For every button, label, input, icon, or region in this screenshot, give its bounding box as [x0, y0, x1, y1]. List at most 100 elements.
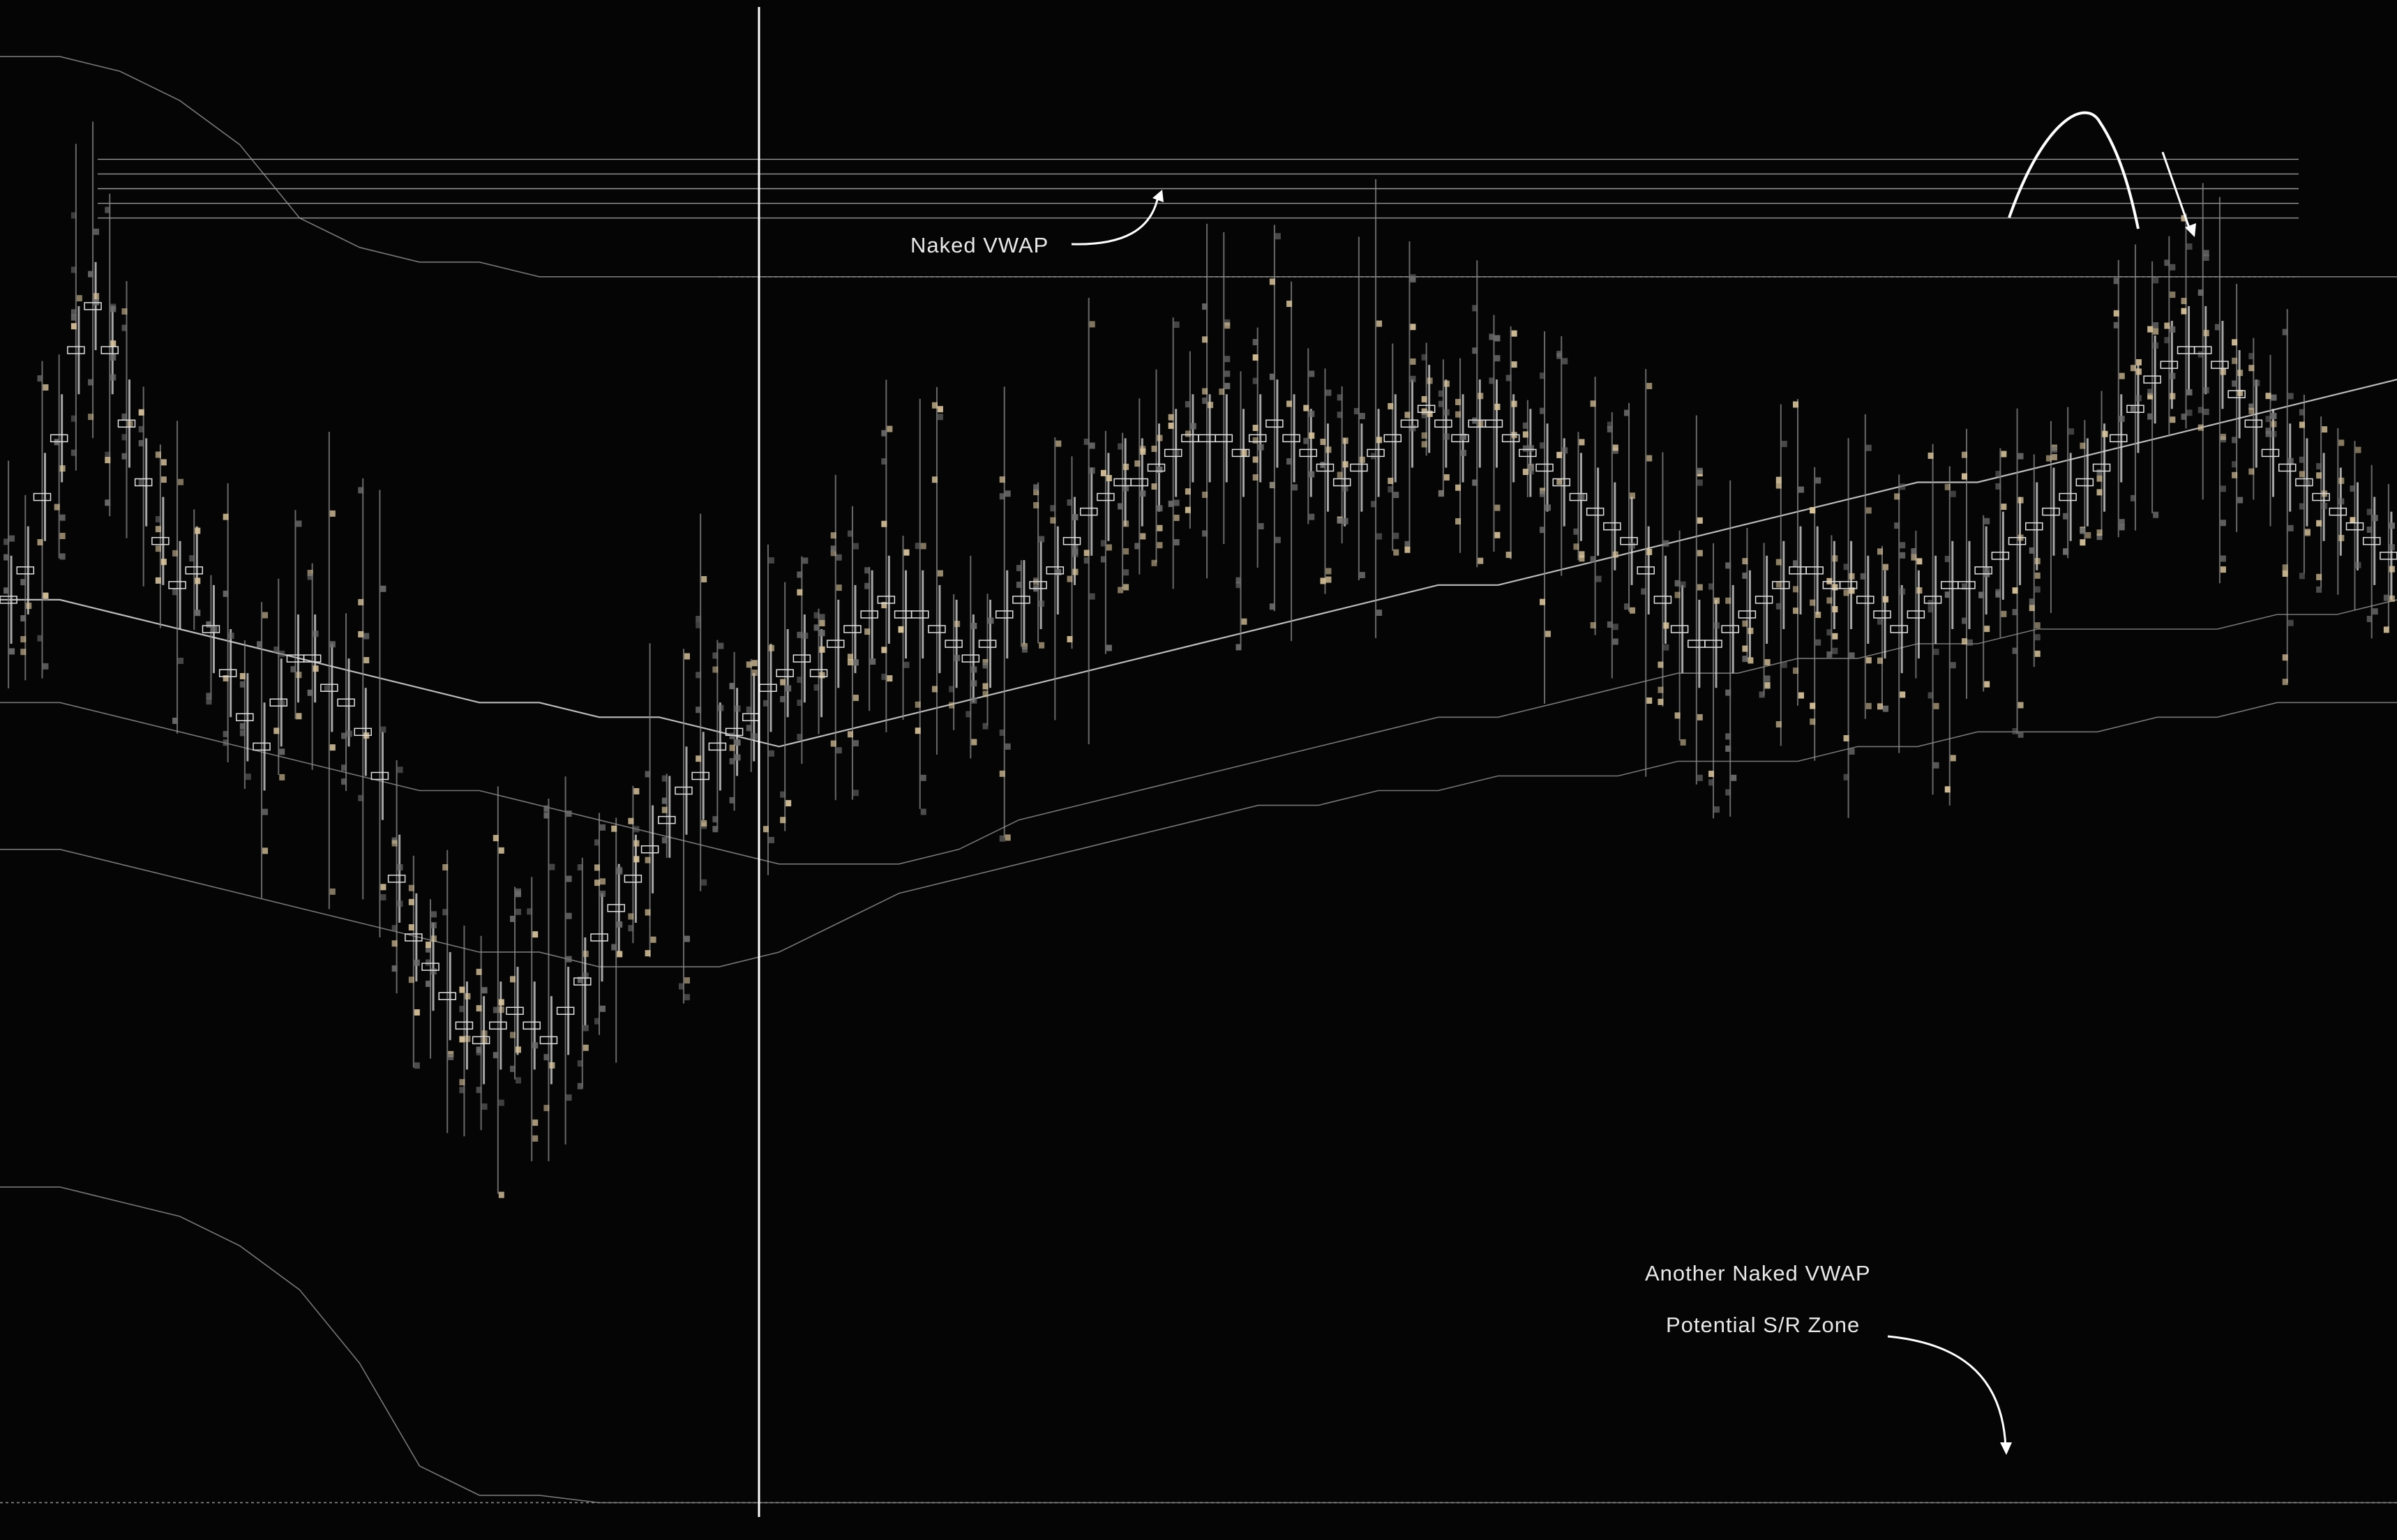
footprint-cell: [2322, 502, 2328, 509]
poc-marker: [725, 727, 744, 737]
footprint-cell: [971, 666, 977, 673]
footprint-cell: [93, 293, 100, 300]
footprint-cell: [1624, 409, 1630, 416]
footprint-cell: [313, 631, 319, 637]
footprint-cell: [566, 875, 572, 882]
footprint-cell: [341, 778, 347, 785]
poc-marker: [1772, 581, 1790, 589]
footprint-cell: [1573, 543, 1579, 550]
footprint-cell: [1556, 478, 1563, 485]
footprint-cell: [1984, 626, 1990, 633]
footprint-cell: [982, 723, 989, 730]
footprint-cell: [971, 622, 977, 629]
footprint-cell: [1911, 548, 1917, 554]
footprint-cell: [1202, 491, 1208, 498]
footprint-cell: [160, 476, 167, 483]
footprint-cell: [296, 520, 302, 527]
footprint-cell: [797, 700, 803, 707]
footprint-cell: [1528, 465, 1534, 471]
footprint-cell: [2237, 497, 2244, 504]
poc-marker: [16, 566, 35, 575]
footprint-cell: [279, 748, 285, 755]
footprint-cell: [1252, 456, 1258, 463]
footprint-cell: [2164, 322, 2170, 329]
vwap-lower-band-2: [0, 1186, 2397, 1504]
footprint-cell: [2287, 393, 2294, 400]
footprint-cell: [1612, 444, 1618, 451]
footprint-cell: [391, 925, 398, 932]
footprint-cell: [1421, 432, 1427, 439]
footprint-cell: [1793, 560, 1798, 567]
footprint-cell: [498, 1191, 504, 1198]
poc-marker: [928, 625, 946, 633]
footprint-cell: [1612, 638, 1618, 645]
footprint-cell: [611, 944, 617, 951]
footprint-cell: [1224, 322, 1231, 329]
footprint-cell: [307, 570, 313, 577]
poc-marker: [1164, 448, 1182, 458]
footprint-cell: [2034, 558, 2041, 565]
footprint-cell: [915, 701, 921, 708]
poc-marker: [2329, 507, 2347, 516]
footprint-cell: [836, 554, 842, 561]
footprint-cell: [1275, 536, 1281, 543]
footprint-cell: [1388, 477, 1394, 484]
footprint-cell: [329, 888, 336, 895]
poc-marker: [1704, 640, 1722, 648]
footprint-cell: [510, 1066, 516, 1073]
footprint-cell: [696, 615, 702, 622]
footprint-cell: [380, 893, 386, 900]
footprint-cell: [2389, 522, 2395, 529]
footprint-cell: [2282, 679, 2288, 686]
footprint-cell: [459, 986, 465, 993]
poc-marker: [1670, 625, 1689, 633]
footprint-cell: [1202, 303, 1208, 310]
footprint-cell: [1877, 703, 1883, 710]
footprint-cell: [1472, 479, 1478, 486]
footprint-cell: [2237, 389, 2244, 396]
footprint-cell: [70, 415, 77, 422]
footprint-cell: [1342, 485, 1348, 492]
poc-marker: [607, 904, 625, 912]
footprint-cell: [2389, 544, 2395, 551]
footprint-cell: [408, 976, 414, 983]
price-levels: [0, 158, 2397, 1504]
footprint-cell: [1421, 354, 1427, 361]
footprint-cell: [121, 324, 128, 331]
footprint-cell: [2203, 330, 2209, 337]
footprint-cell: [1595, 575, 1602, 582]
footprint-cell: [481, 1037, 488, 1044]
footprint-cell: [999, 493, 1005, 500]
footprint-cell: [1157, 542, 1163, 549]
footprint-cell: [279, 773, 285, 780]
footprint-cell: [2271, 430, 2277, 437]
footprint-cell: [211, 626, 218, 633]
footprint-cell: [1235, 577, 1242, 584]
poc-marker: [1653, 596, 1672, 604]
footprint-cell: [1286, 400, 1293, 407]
footprint-cell: [1168, 414, 1174, 421]
footprint-cell: [1590, 556, 1596, 563]
footprint-cell: [1455, 518, 1462, 524]
footprint-cell: [1928, 692, 1934, 699]
footprint-cell: [121, 413, 128, 420]
footprint-cell: [1793, 607, 1798, 614]
footprint-cell: [408, 924, 414, 931]
footprint-cell: [2383, 594, 2389, 601]
footprint-cell: [852, 790, 859, 797]
footprint-cell: [2034, 622, 2041, 629]
footprint-cell: [1443, 474, 1450, 481]
footprint-cell: [2147, 413, 2154, 420]
annotation-another-naked-vwap: Another Naked VWAP: [1645, 1261, 1871, 1285]
footprint-cell: [2029, 598, 2035, 605]
footprint-cell: [1309, 513, 1315, 520]
footprint-cell: [2383, 626, 2389, 633]
footprint-cell: [1494, 504, 1501, 511]
footprint-cell: [1775, 559, 1782, 566]
footprint-cell: [2322, 426, 2328, 433]
footprint-cell: [645, 909, 651, 916]
footprint-cell: [1540, 527, 1546, 534]
footprint-cell: [881, 602, 887, 609]
poc-marker: [1974, 566, 1992, 575]
poc-marker: [1079, 507, 1098, 516]
